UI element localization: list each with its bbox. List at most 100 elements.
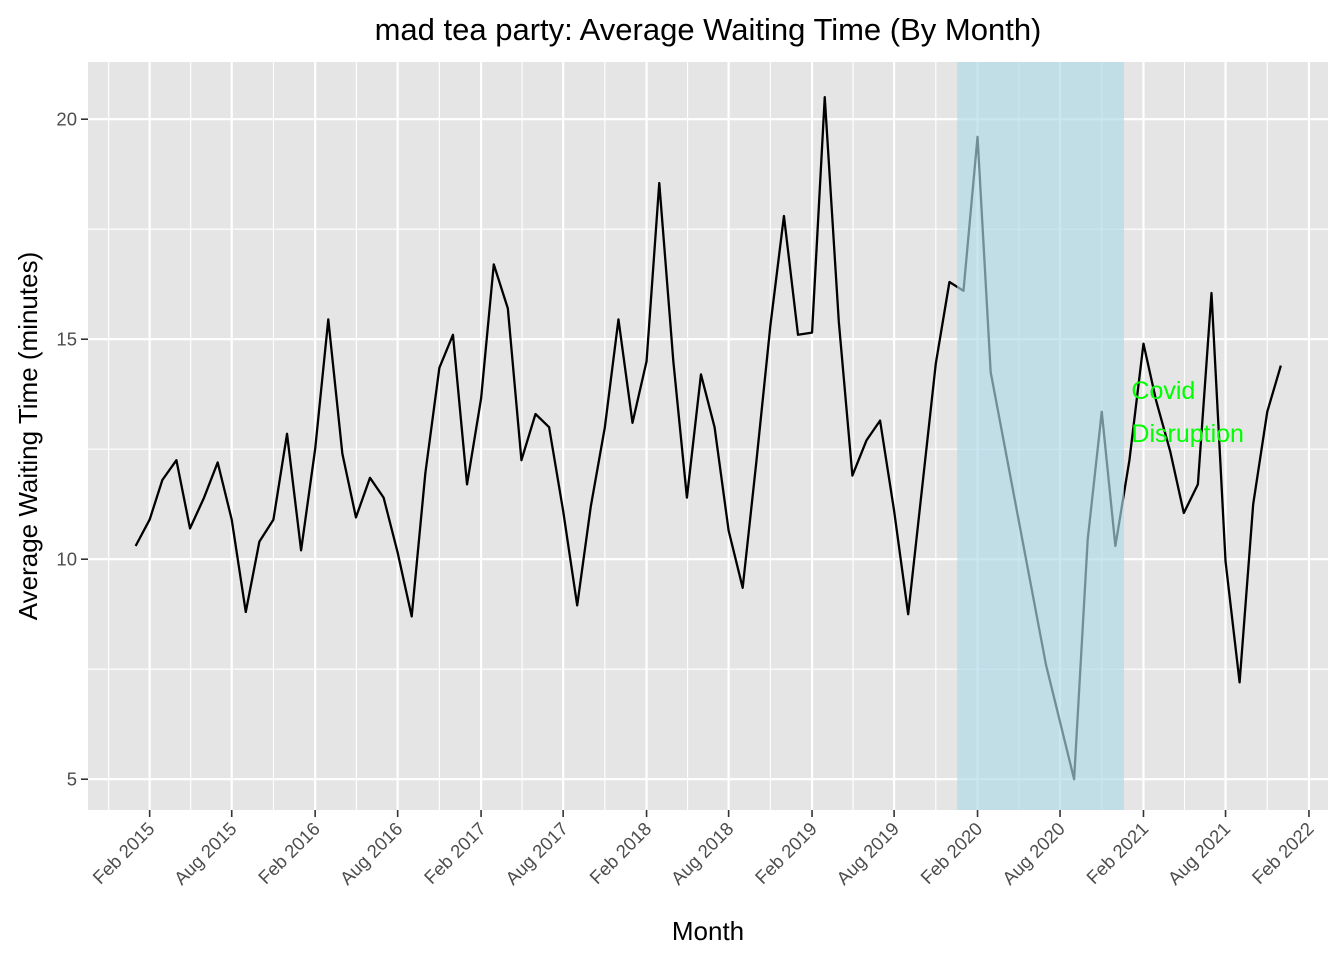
data-point xyxy=(160,478,164,482)
data-point xyxy=(906,612,910,616)
data-point xyxy=(174,458,178,462)
data-point xyxy=(864,438,868,442)
data-point xyxy=(631,421,635,425)
data-point xyxy=(699,372,703,376)
x-tick-label: Feb 2016 xyxy=(254,818,324,888)
y-tick-label: 20 xyxy=(56,109,77,130)
data-point xyxy=(645,359,649,363)
data-point xyxy=(492,262,496,266)
data-point xyxy=(271,518,275,522)
data-point xyxy=(1100,410,1104,414)
data-point xyxy=(823,95,827,99)
x-tick-label: Feb 2021 xyxy=(1082,818,1152,888)
data-point xyxy=(796,333,800,337)
data-point xyxy=(396,551,400,555)
data-point xyxy=(1113,544,1117,548)
data-point xyxy=(989,370,993,374)
x-tick-label: Feb 2019 xyxy=(751,818,821,888)
data-point xyxy=(741,586,745,590)
data-point xyxy=(1224,559,1228,563)
data-point xyxy=(934,361,938,365)
data-point xyxy=(892,509,896,513)
data-point xyxy=(188,526,192,530)
chart-title: mad tea party: Average Waiting Time (By … xyxy=(375,12,1042,47)
data-point xyxy=(506,306,510,310)
data-point xyxy=(671,359,675,363)
y-tick-label: 5 xyxy=(67,769,77,790)
data-point xyxy=(437,366,441,370)
data-point xyxy=(961,289,965,293)
x-tick-label: Aug 2019 xyxy=(832,818,903,889)
data-point xyxy=(947,280,951,284)
data-point xyxy=(920,489,924,493)
data-point xyxy=(782,214,786,218)
data-point xyxy=(754,460,758,464)
data-point xyxy=(299,548,303,552)
data-point xyxy=(1168,449,1172,453)
data-point xyxy=(326,317,330,321)
data-point xyxy=(575,603,579,607)
x-axis-ticks: Feb 2015 Aug 2015 Feb 2016 Aug 2016 Feb 2017… xyxy=(88,810,1318,889)
y-tick-label: 10 xyxy=(56,549,77,570)
data-point xyxy=(1251,502,1255,506)
x-tick-label: Feb 2018 xyxy=(585,818,655,888)
data-point xyxy=(1072,777,1076,781)
data-point xyxy=(354,515,358,519)
data-point xyxy=(216,460,220,464)
data-point xyxy=(410,614,414,618)
data-point xyxy=(368,476,372,480)
x-tick-label: Aug 2017 xyxy=(501,818,572,889)
annotation-covid: Covid xyxy=(1131,377,1195,405)
data-point xyxy=(547,425,551,429)
data-point xyxy=(1127,458,1131,462)
data-point xyxy=(589,504,593,508)
y-axis-title: Average Waiting Time (minutes) xyxy=(13,252,43,620)
x-tick-label: Aug 2018 xyxy=(667,818,738,889)
covid-disruption-shaded-region xyxy=(957,62,1124,810)
data-point xyxy=(382,496,386,500)
annotation-disruption: Disruption xyxy=(1131,420,1244,448)
data-point xyxy=(1279,364,1283,368)
data-point xyxy=(230,518,234,522)
x-tick-label: Aug 2015 xyxy=(170,818,241,889)
x-tick-label: Feb 2022 xyxy=(1248,818,1318,888)
data-point xyxy=(1196,482,1200,486)
data-point xyxy=(479,397,483,401)
data-point xyxy=(850,474,854,478)
data-point xyxy=(1182,511,1186,515)
data-point xyxy=(519,458,523,462)
data-point xyxy=(313,447,317,451)
data-point xyxy=(148,518,152,522)
data-point xyxy=(713,425,717,429)
data-point xyxy=(768,324,772,328)
data-point xyxy=(1044,663,1048,667)
data-point xyxy=(616,317,620,321)
y-axis-ticks: 5 10 15 20 xyxy=(56,109,88,790)
data-point xyxy=(340,452,344,456)
x-tick-label: Feb 2015 xyxy=(88,818,158,888)
x-tick-label: Aug 2020 xyxy=(998,818,1069,889)
data-point xyxy=(451,333,455,337)
x-axis-title: Month xyxy=(672,916,744,946)
data-point xyxy=(533,412,537,416)
x-tick-label: Feb 2020 xyxy=(916,818,986,888)
data-point xyxy=(1238,680,1242,684)
data-point xyxy=(465,482,469,486)
data-point xyxy=(837,320,841,324)
data-point xyxy=(603,425,607,429)
data-point xyxy=(202,496,206,500)
data-point xyxy=(1265,410,1269,414)
x-tick-label: Aug 2021 xyxy=(1163,818,1234,889)
data-point xyxy=(244,610,248,614)
x-tick-label: Feb 2017 xyxy=(420,818,490,888)
data-point xyxy=(134,544,138,548)
data-point xyxy=(727,529,731,533)
y-tick-label: 15 xyxy=(56,329,77,350)
data-point xyxy=(423,471,427,475)
data-point xyxy=(657,181,661,185)
data-point xyxy=(285,432,289,436)
data-point xyxy=(685,496,689,500)
data-point xyxy=(1141,342,1145,346)
data-point xyxy=(1209,291,1213,295)
